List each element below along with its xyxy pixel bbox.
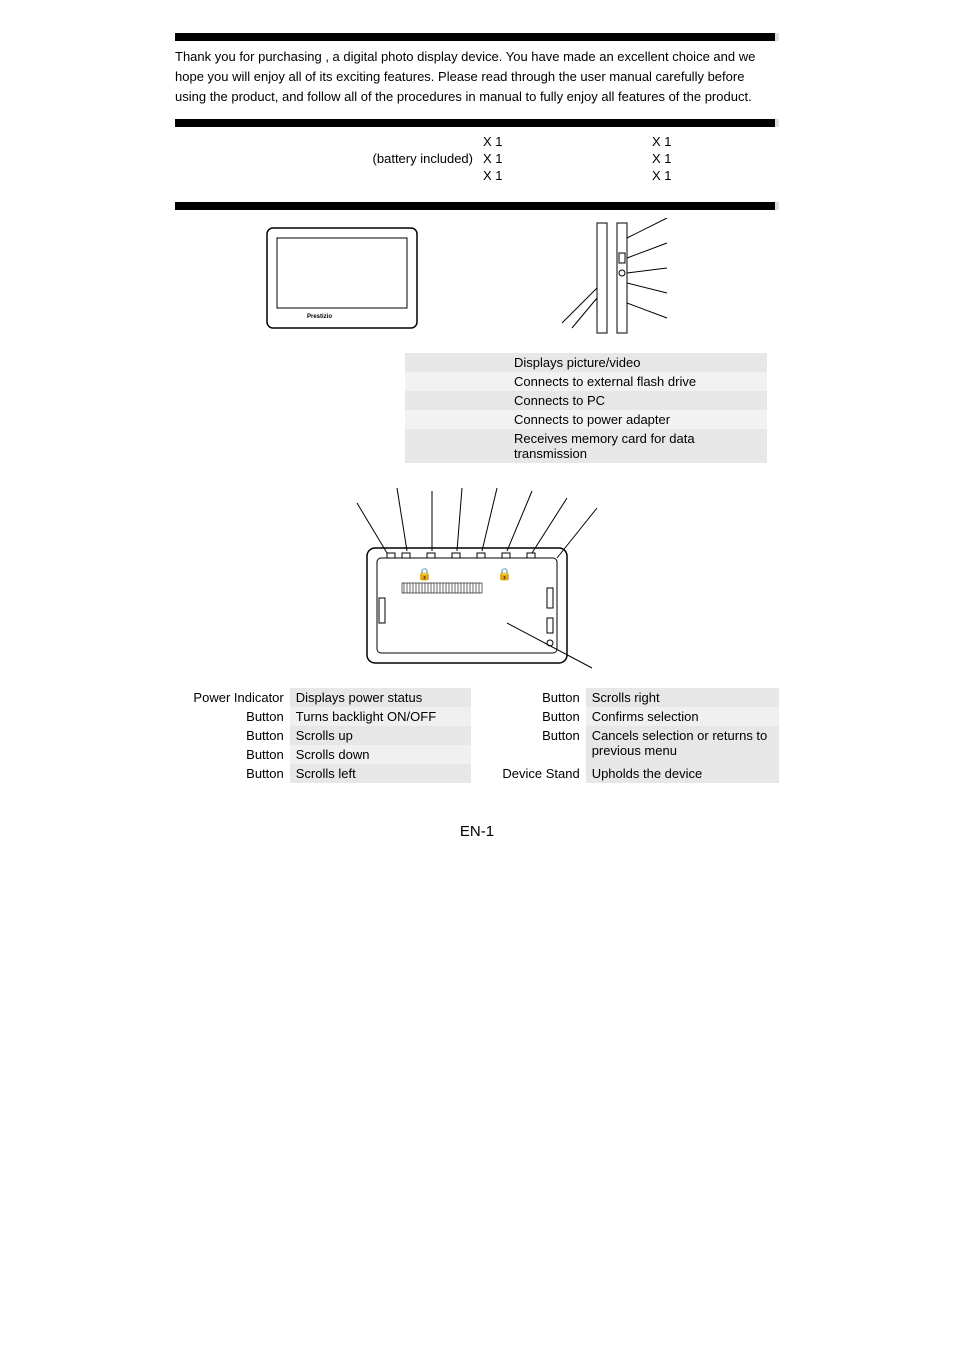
- pkg-item: [610, 133, 646, 150]
- btn-desc: Scrolls down: [290, 745, 471, 764]
- svg-text:🔒: 🔒: [417, 567, 432, 581]
- intro-paragraph: Thank you for purchasing , a digital pho…: [175, 47, 779, 107]
- pkg-qty: X 1: [646, 167, 779, 184]
- front-side-diagram: Prestizio: [175, 218, 779, 341]
- port-name: [405, 429, 506, 463]
- pkg-item: [175, 133, 477, 150]
- btn-desc: Scrolls right: [586, 688, 779, 707]
- package-contents-table: X 1 X 1 (battery included) X 1 X 1 X 1 X…: [175, 133, 779, 184]
- btn-desc: Cancels selection or returns to previous…: [586, 726, 779, 764]
- btn-name: Device Stand: [471, 764, 586, 783]
- btn-name: Button: [471, 707, 586, 726]
- port-desc: Connects to PC: [506, 391, 767, 410]
- btn-name: Power Indicator: [175, 688, 290, 707]
- btn-name: [471, 745, 586, 764]
- pkg-item: [610, 167, 646, 184]
- ports-table: Displays picture/video Connects to exter…: [405, 353, 767, 463]
- section-header-2: [175, 202, 779, 210]
- pkg-item: (battery included): [175, 150, 477, 167]
- btn-name: Button: [175, 707, 290, 726]
- manual-page: Thank you for purchasing , a digital pho…: [0, 0, 954, 880]
- pkg-qty: X 1: [646, 150, 779, 167]
- port-name: [405, 391, 506, 410]
- btn-name: Button: [471, 726, 586, 745]
- btn-desc: Scrolls up: [290, 726, 471, 745]
- pkg-item: [175, 167, 477, 184]
- btn-desc: Confirms selection: [586, 707, 779, 726]
- btn-name: Button: [175, 764, 290, 783]
- btn-desc: Scrolls left: [290, 764, 471, 783]
- port-desc: Displays picture/video: [506, 353, 767, 372]
- pkg-qty: X 1: [477, 167, 610, 184]
- btn-desc: Upholds the device: [586, 764, 779, 783]
- buttons-table: Power Indicator Displays power status Bu…: [175, 688, 779, 783]
- btn-desc: Displays power status: [290, 688, 471, 707]
- port-name: [405, 372, 506, 391]
- btn-name: Button: [175, 726, 290, 745]
- btn-name: Button: [175, 745, 290, 764]
- port-desc: Connects to power adapter: [506, 410, 767, 429]
- intro-pre: Thank you for purchasing: [175, 49, 325, 64]
- btn-name: Button: [471, 688, 586, 707]
- section-header-1: [175, 119, 779, 127]
- rear-diagram: 🔒 🔒: [175, 483, 779, 676]
- page-number: EN-1: [175, 823, 779, 840]
- front-brand-label: Prestizio: [307, 314, 332, 320]
- btn-desc: Turns backlight ON/OFF: [290, 707, 471, 726]
- pkg-qty: X 1: [477, 133, 610, 150]
- port-desc: Receives memory card for data transmissi…: [506, 429, 767, 463]
- port-name: [405, 410, 506, 429]
- section-header-0: [175, 33, 779, 41]
- port-name: [405, 353, 506, 372]
- pkg-item: [610, 150, 646, 167]
- svg-text:🔒: 🔒: [497, 567, 512, 581]
- pkg-qty: X 1: [646, 133, 779, 150]
- pkg-qty: X 1: [477, 150, 610, 167]
- port-desc: Connects to external flash drive: [506, 372, 767, 391]
